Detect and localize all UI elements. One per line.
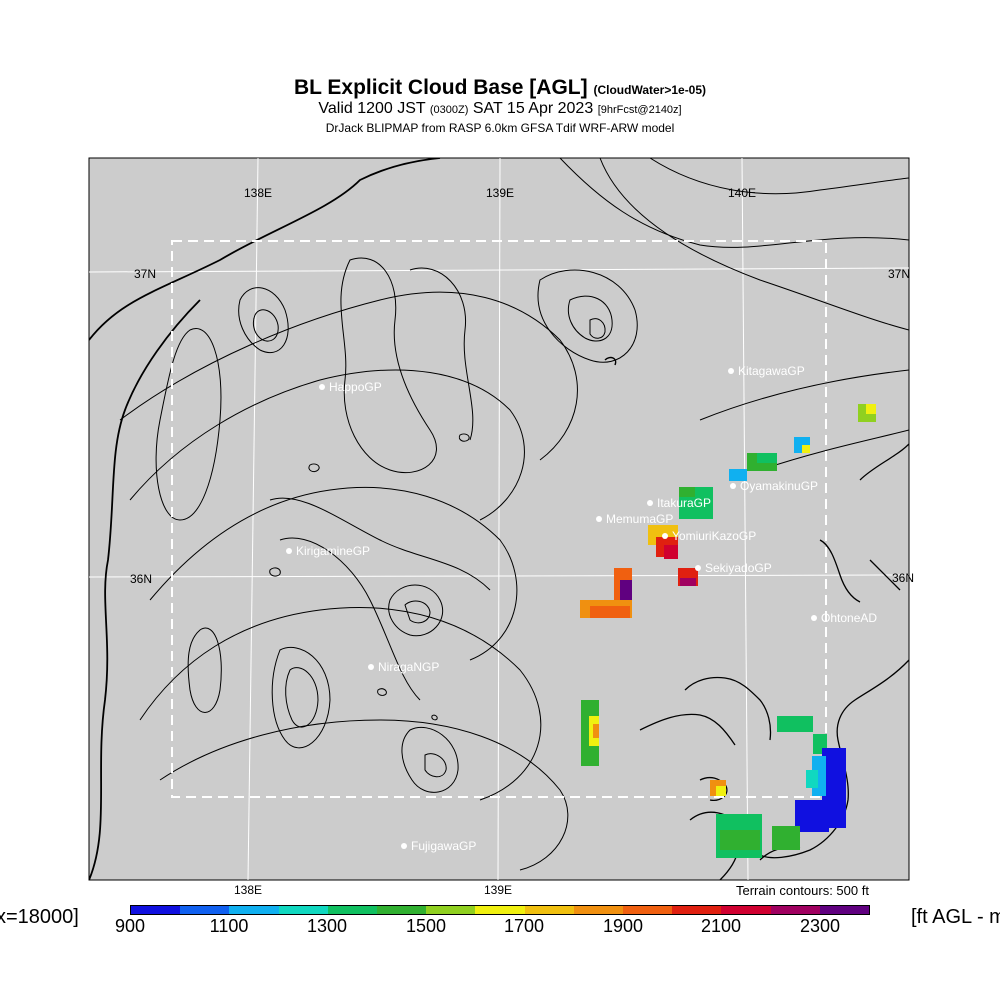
cloud-base-cell (664, 545, 678, 559)
site-label: YomiuriKazoGP (672, 529, 756, 543)
colorbar-segment (180, 906, 230, 914)
site-label: MemumaGP (606, 512, 673, 526)
colorbar-segment (524, 906, 574, 914)
colorbar-segment (770, 906, 820, 914)
valid-zulu: (0300Z) (429, 104, 469, 116)
colorbar-tick-label: 900 (114, 916, 146, 936)
colorbar-tick-label: 1900 (602, 916, 644, 936)
site-marker (596, 516, 602, 522)
colorbar-segment (819, 906, 870, 914)
site-label: KirigamineGP (296, 544, 370, 558)
site-label: OyamakinuGP (740, 479, 818, 493)
cloud-base-cell (680, 578, 696, 586)
colorbar-segment (475, 906, 525, 914)
colorbar-tick-label: 1100 (209, 916, 249, 936)
cloud-base-cell (795, 800, 829, 832)
site-label: ItakuraGP (657, 496, 711, 510)
colorbar-segment (327, 906, 378, 914)
site-label: KitagawaGP (738, 364, 805, 378)
cloud-base-cell (720, 830, 760, 850)
colorbar-segment (426, 906, 476, 914)
colorbar-segment (672, 906, 722, 914)
site-marker (368, 664, 374, 670)
cloud-base-cell (620, 580, 632, 602)
cloud-base-cell (729, 469, 747, 481)
site-marker (401, 843, 407, 849)
colorbar-left-edge-text: x=18000] (0, 906, 79, 928)
site-label: FujigawaGP (411, 839, 476, 853)
colorbar-segment (573, 906, 624, 914)
site-marker (662, 533, 668, 539)
cloud-base-cell (593, 724, 599, 738)
lon-label-top: 138E (244, 186, 272, 200)
colorbar-tick-label: 1500 (405, 916, 447, 936)
site-marker (730, 483, 736, 489)
colorbar-segment (229, 906, 279, 914)
lat-label-left: 36N (130, 572, 152, 586)
cloud-base-cell (777, 716, 813, 732)
colorbar (130, 905, 870, 915)
lat-label-right: 37N (888, 267, 910, 281)
site-label: OhtoneAD (821, 611, 877, 625)
site-label: HappoGP (329, 380, 382, 394)
cloud-base-cell (590, 606, 630, 618)
lat-label-right: 36N (892, 571, 914, 585)
colorbar-tick-label: 1700 (503, 916, 545, 936)
title-main: BL Explicit Cloud Base [AGL] (293, 76, 588, 99)
site-marker (647, 500, 653, 506)
site-markers: KitagawaGP HappoGP OyamakinuGP ItakuraGP Mem… (286, 364, 877, 853)
site-label: SekiyadoGP (705, 561, 772, 575)
cloud-base-cell (806, 770, 818, 788)
coordinate-labels: 138E 139E 140E 138E 139E 37N 36N 37N 36N (130, 186, 914, 897)
graticule (89, 158, 909, 880)
cloud-base-cell (866, 404, 876, 414)
inner-domain-box (171, 240, 827, 798)
site-marker (695, 565, 701, 571)
lon-label-bottom: 139E (484, 883, 512, 897)
site-marker (728, 368, 734, 374)
model-info: DrJack BLIPMAP from RASP 6.0km GFSA Tdif… (325, 121, 675, 135)
lon-label-top: 139E (486, 186, 514, 200)
valid-prefix: Valid 1200 JST (318, 100, 426, 117)
cloud-base-cell (802, 445, 810, 453)
cloud-base-cells (580, 404, 876, 858)
valid-date: SAT 15 Apr 2023 (472, 100, 594, 117)
valid-time: Valid 1200 JST (0300Z) SAT 15 Apr 2023 [… (0, 100, 1000, 118)
site-label: NiragaNGP (378, 660, 439, 674)
colorbar-segment (278, 906, 328, 914)
lon-label-bottom: 138E (234, 883, 262, 897)
lat-label-left: 37N (134, 267, 156, 281)
colorbar-segment (721, 906, 771, 914)
forecast-info: [9hrFcst@2140z] (597, 104, 682, 116)
colorbar-segment (131, 906, 181, 914)
cloud-base-cell (757, 453, 777, 463)
colorbar-tick-label: 1300 (306, 916, 348, 936)
map-title: BL Explicit Cloud Base [AGL] (CloudWater… (0, 76, 1000, 100)
colorbar-tick-label: 2100 (700, 916, 742, 936)
title-qualifier: (CloudWater>1e-05) (593, 83, 707, 97)
colorbar-right-edge-text: [ft AGL - m (911, 906, 1000, 928)
site-marker (811, 615, 817, 621)
site-marker (319, 384, 325, 390)
cloud-base-cell (679, 487, 695, 497)
terrain-contour-note: Terrain contours: 500 ft (736, 883, 869, 898)
colorbar-segment (377, 906, 427, 914)
cloud-base-cell (772, 826, 800, 850)
colorbar-segment (623, 906, 673, 914)
terrain-contours (89, 158, 909, 880)
site-marker (286, 548, 292, 554)
colorbar-tick-label: 2300 (799, 916, 841, 936)
cloud-base-cell (716, 786, 726, 796)
lon-label-top: 140E (728, 186, 756, 200)
